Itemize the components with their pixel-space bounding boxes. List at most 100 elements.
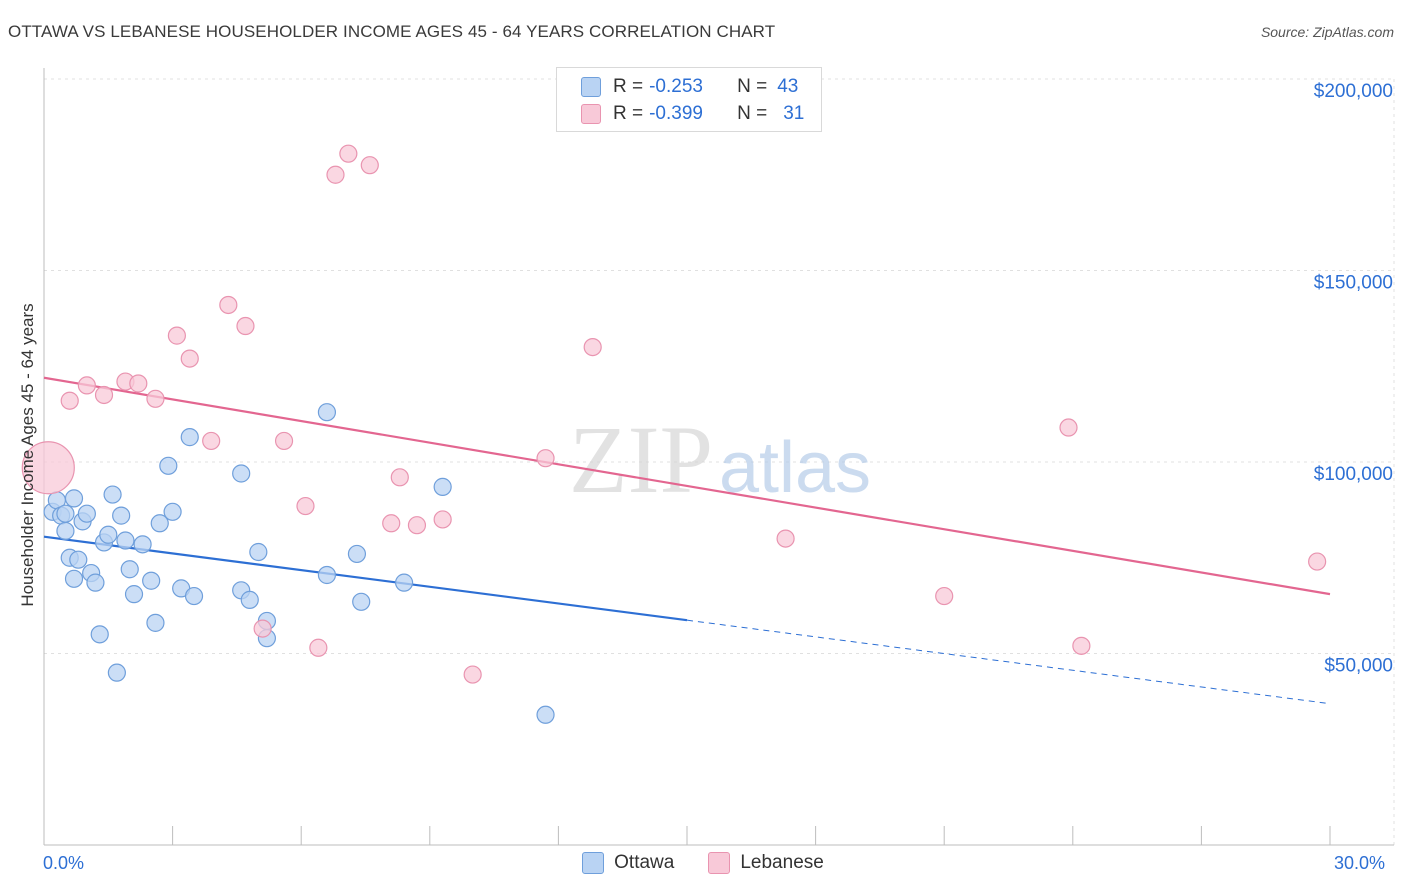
ottawa-point <box>180 428 199 447</box>
ottawa-point <box>249 542 268 562</box>
lebanese-point <box>274 431 294 451</box>
lebanese-point <box>1308 552 1327 571</box>
x-tick-label-min: 0.0% <box>43 853 85 873</box>
lebanese-point <box>202 431 221 451</box>
ottawa-point <box>184 586 204 606</box>
lebanese-point <box>776 529 795 548</box>
y-tick-label: $100,000 <box>1314 464 1393 485</box>
lebanese-point <box>935 586 954 606</box>
chart-title: OTTAWA VS LEBANESE HOUSEHOLDER INCOME AG… <box>8 22 776 41</box>
ottawa-legend-swatch <box>582 852 605 874</box>
ottawa-point <box>394 573 414 592</box>
correlation-legend: R = -0.253 N = 43 R = -0.399 N = 31 <box>556 67 822 132</box>
lebanese-r-value: -0.399 <box>649 103 703 124</box>
lebanese-point <box>60 391 79 410</box>
legend-item-ottawa[interactable]: Ottawa <box>582 852 674 874</box>
series-legend: Ottawa Lebanese <box>0 852 1406 874</box>
ottawa-point <box>120 560 139 579</box>
legend-row-ottawa: R = -0.253 N = 43 <box>581 74 798 100</box>
ottawa-point <box>536 705 555 724</box>
ottawa-swatch <box>581 77 601 97</box>
chart-source: Source: ZipAtlas.com <box>1260 24 1394 40</box>
lebanese-trend-line <box>43 376 1331 596</box>
lebanese-point <box>1059 418 1078 437</box>
ottawa-point <box>317 403 337 422</box>
ottawa-point <box>99 525 118 544</box>
lebanese-point <box>77 376 96 395</box>
lebanese-r-label: R = <box>613 103 644 124</box>
lebanese-point <box>382 514 401 533</box>
lebanese-n-label: N = <box>737 103 768 124</box>
ottawa-r-value: -0.253 <box>649 76 703 97</box>
lebanese-point <box>326 165 345 184</box>
lebanese-point <box>390 468 409 487</box>
watermark: ZIPatlas <box>569 406 871 513</box>
lebanese-point <box>94 385 114 405</box>
lebanese-legend-label: Lebanese <box>740 852 824 873</box>
lebanese-point <box>219 295 238 315</box>
lebanese-point <box>296 496 315 516</box>
ottawa-trend-extension <box>686 619 1331 705</box>
lebanese-point <box>180 349 199 368</box>
ottawa-n-value: 43 <box>777 76 799 97</box>
ottawa-point <box>150 514 169 533</box>
lebanese-point <box>339 144 358 163</box>
ottawa-point <box>159 456 178 475</box>
y-tick-label: $150,000 <box>1314 273 1393 294</box>
lebanese-point <box>1072 636 1091 655</box>
ottawa-point <box>64 569 84 588</box>
ottawa-n-label: N = <box>737 76 768 97</box>
ottawa-r-label: R = <box>613 76 644 97</box>
ottawa-point <box>142 571 161 590</box>
ottawa-point <box>77 504 96 523</box>
lebanese-point <box>309 638 328 657</box>
legend-row-lebanese: R = -0.399 N = 31 <box>581 101 804 127</box>
ottawa-point <box>232 464 251 483</box>
lebanese-point <box>583 338 602 357</box>
ottawa-point <box>69 550 88 569</box>
ottawa-point <box>112 506 131 525</box>
trend-lines <box>43 376 1331 705</box>
lebanese-point <box>536 449 555 468</box>
watermark-zip: ZIP <box>569 406 713 513</box>
y-tick-label: $200,000 <box>1314 81 1393 102</box>
ottawa-point <box>56 521 75 541</box>
lebanese-point <box>253 619 272 638</box>
ottawa-point <box>64 489 84 508</box>
lebanese-point <box>360 156 379 175</box>
lebanese-point <box>129 374 148 393</box>
lebanese-point <box>236 316 255 336</box>
ottawa-point <box>317 565 337 585</box>
x-tick-label-max: 30.0% <box>1334 853 1386 873</box>
ottawa-point <box>352 592 371 611</box>
ottawa-point <box>240 590 259 609</box>
ottawa-point <box>347 544 367 564</box>
lebanese-point <box>407 516 427 535</box>
ottawa-trend-line <box>43 535 688 622</box>
y-axis-label: Householder Income Ages 45 - 64 years <box>18 303 37 607</box>
lebanese-point <box>433 510 452 529</box>
ottawa-legend-label: Ottawa <box>614 852 675 873</box>
lebanese-point <box>463 665 482 684</box>
ottawa-point <box>146 613 165 632</box>
ottawa-point <box>163 502 182 521</box>
ottawa-point <box>86 573 105 592</box>
ottawa-point <box>433 477 452 496</box>
lebanese-point <box>21 441 75 495</box>
ottawa-point <box>103 485 122 504</box>
ottawa-point <box>56 504 75 523</box>
ottawa-point <box>90 625 109 644</box>
y-tick-label: $50,000 <box>1324 656 1393 677</box>
data-points <box>21 144 1327 724</box>
ottawa-point <box>116 531 135 550</box>
legend-item-lebanese[interactable]: Lebanese <box>708 852 824 874</box>
lebanese-swatch <box>581 104 601 124</box>
ottawa-point <box>107 663 126 682</box>
lebanese-point <box>167 326 186 345</box>
lebanese-legend-swatch <box>708 852 731 874</box>
y-tick-labels: $50,000 $100,000 $150,000 $200,000 <box>1314 81 1393 677</box>
lebanese-n-value: 31 <box>783 103 805 124</box>
lebanese-point <box>146 389 165 408</box>
ottawa-point <box>124 585 144 604</box>
